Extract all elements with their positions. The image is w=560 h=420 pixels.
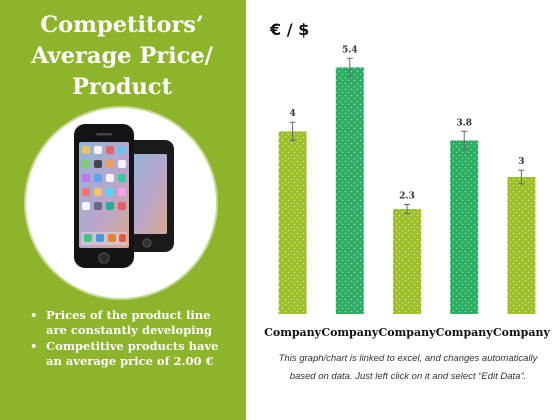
slide-title: Competitors’ Average Price/ Product (6, 10, 238, 103)
error-bar (518, 169, 525, 185)
note-line: based on data. Just left click on it and… (289, 371, 527, 382)
y-axis-label: € / $ (270, 20, 310, 39)
data-label: 3.8 (456, 118, 472, 128)
category-label: Company (436, 326, 494, 339)
note-line: This graph/chart is linked to excel, and… (278, 353, 538, 364)
bar-chart[interactable]: 4 Company 5.4 Company 2.3 Company 3.8 Company 3 C… (248, 40, 554, 344)
bullet-list: Prices of the product line are constantl… (30, 308, 235, 370)
title-line: Competitors’ (40, 12, 204, 38)
title-line: Product (72, 74, 172, 100)
back-phone-home-button (142, 238, 152, 248)
front-phone-screen (79, 142, 129, 248)
home-button (98, 252, 110, 264)
error-bar (289, 121, 296, 141)
back-phone-screen (127, 154, 167, 234)
category-label: Company (321, 326, 379, 339)
category-label: Company (379, 326, 437, 339)
error-bar (346, 57, 353, 78)
bars-group (278, 57, 536, 315)
bar[interactable] (335, 67, 364, 315)
data-label: 5.4 (342, 45, 358, 55)
category-label: Company (264, 326, 322, 339)
data-label: 2.3 (399, 191, 415, 201)
bar[interactable] (393, 208, 421, 314)
bullet-item: Prices of the product line are constantl… (30, 308, 235, 338)
bar[interactable] (507, 177, 536, 314)
bullet-item: Competitive products have an average pri… (30, 339, 235, 369)
labels-group: 4 Company 5.4 Company 2.3 Company 3.8 Company 3 C… (264, 45, 550, 339)
data-label: 4 (289, 109, 295, 119)
bar[interactable] (278, 131, 307, 314)
chart-note: This graph/chart is linked to excel, and… (262, 350, 554, 386)
bar[interactable] (450, 140, 479, 314)
product-photo-frame (26, 108, 216, 298)
error-bar (461, 130, 468, 151)
speaker-slot (96, 133, 112, 136)
title-line: Average Price/ (31, 43, 213, 69)
left-panel: Competitors’ Average Price/ Product (0, 0, 246, 420)
category-label: Company (493, 326, 551, 339)
error-bar (404, 203, 410, 215)
smartphones-image (74, 124, 174, 268)
app-icons (81, 146, 127, 245)
data-label: 3 (518, 157, 524, 167)
